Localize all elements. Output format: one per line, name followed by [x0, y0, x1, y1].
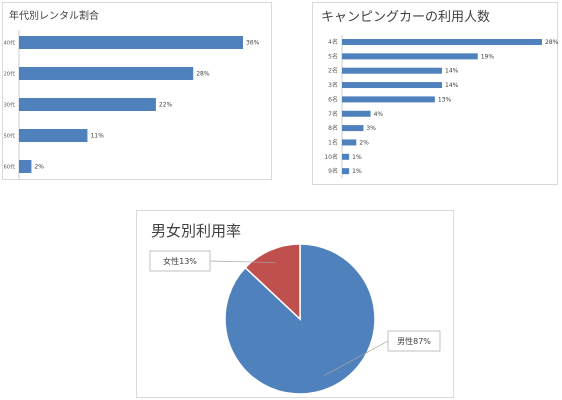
- category-label: 5名: [328, 52, 338, 60]
- category-label: 60代: [4, 164, 15, 171]
- bar: [342, 153, 350, 160]
- data-label: 22%: [159, 102, 173, 109]
- bar: [342, 53, 478, 60]
- callout-box: [149, 250, 211, 272]
- party-size-chart: キャンピングカーの利用人数 4名 28% 5名 19% 2名 14% 3名 14% 6名 13% 7…: [312, 2, 559, 185]
- chart-title: キャンピングカーの利用人数: [321, 10, 491, 25]
- bar: [19, 98, 156, 111]
- leader-line: [324, 340, 389, 376]
- data-label: 1%: [352, 154, 362, 161]
- gender-pie-chart-canvas: 男性87% 女性13%: [149, 243, 441, 395]
- category-label: 2名: [328, 67, 338, 75]
- bar: [342, 67, 442, 74]
- category-label: 10名: [324, 153, 338, 161]
- category-label: 3名: [328, 81, 338, 89]
- age-bar-chart-canvas: 40代 36% 20代 28% 30代 22% 50代 11% 60代 2%: [4, 30, 260, 179]
- bar: [342, 39, 542, 45]
- chart-title: 年代別レンタル割合: [9, 11, 99, 22]
- pie-slice: [244, 243, 301, 321]
- gender-usage-chart: 男女別利用率 男性87% 女性13%: [136, 210, 454, 398]
- data-label: 3%: [366, 125, 376, 132]
- bar: [342, 96, 435, 103]
- data-label: 2%: [359, 139, 369, 146]
- bar: [342, 125, 364, 132]
- bar: [19, 36, 243, 49]
- category-label: 20代: [4, 71, 15, 78]
- data-label: 28%: [545, 39, 559, 46]
- chart-title: 男女別利用率: [151, 222, 242, 240]
- category-label: 9名: [328, 167, 338, 175]
- bar: [19, 160, 32, 173]
- data-label: 2%: [34, 164, 44, 171]
- slice-label: 女性13%: [163, 256, 197, 266]
- bar: [19, 67, 194, 80]
- data-label: 28%: [196, 71, 210, 78]
- data-label: 36%: [246, 40, 260, 47]
- bar: [342, 139, 357, 146]
- data-label: 1%: [352, 168, 362, 175]
- data-label: 4%: [374, 111, 384, 118]
- party-size-bar-chart-canvas: 4名 28% 5名 19% 2名 14% 3名 14% 6名 13% 7名 4% 8名 3% 1名 2% 10名…: [324, 35, 559, 179]
- category-label: 40代: [4, 40, 15, 47]
- data-label: 19%: [481, 53, 495, 60]
- category-label: 1名: [328, 138, 338, 146]
- data-label: 14%: [445, 82, 459, 89]
- category-label: 4名: [328, 38, 338, 46]
- bar: [342, 168, 350, 175]
- bar: [19, 129, 88, 142]
- category-label: 6名: [328, 95, 338, 103]
- data-label: 14%: [445, 68, 459, 75]
- leader-line: [209, 260, 276, 263]
- slice-label: 男性87%: [397, 336, 431, 346]
- category-label: 30代: [4, 102, 15, 109]
- age-rental-chart: 年代別レンタル割合 40代 36% 20代 28% 30代 22% 50代 11% 60代 2%: [2, 2, 272, 180]
- bar: [342, 110, 371, 117]
- bar: [342, 82, 442, 89]
- category-label: 50代: [4, 133, 15, 140]
- callout-box: [387, 330, 441, 352]
- data-label: 13%: [438, 96, 452, 103]
- data-label: 11%: [90, 133, 104, 140]
- category-label: 8名: [328, 124, 338, 132]
- category-label: 7名: [328, 110, 338, 118]
